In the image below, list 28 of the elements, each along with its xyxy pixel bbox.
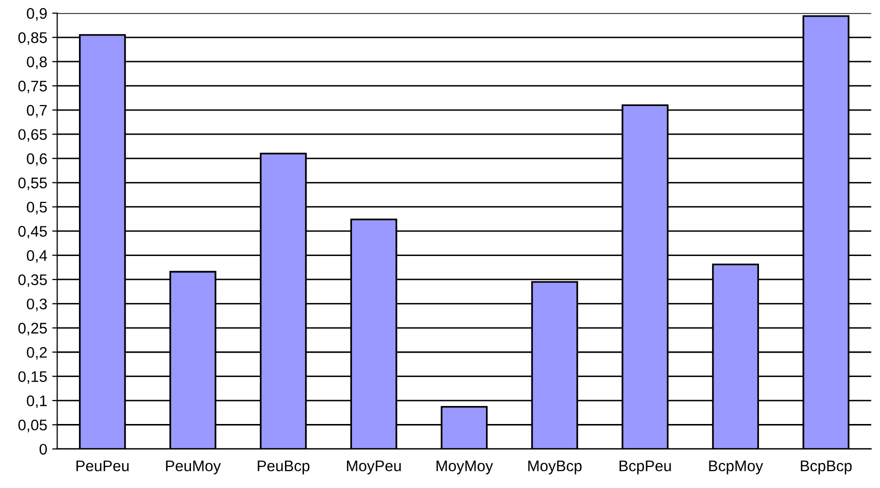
y-tick-label: 0,1 — [26, 395, 47, 408]
y-tick-label: 0 — [40, 444, 47, 455]
x-tick-label: PeuBcp — [258, 460, 310, 474]
y-tick-label: 0,9 — [26, 8, 47, 21]
y-tick-label: 0,25 — [18, 322, 47, 336]
y-tick-label: 0,75 — [18, 80, 47, 94]
y-tick-label: 0,35 — [18, 274, 47, 287]
x-tick-label: PeuPeu — [76, 460, 129, 472]
y-tick-label: 0,15 — [18, 371, 47, 384]
y-tick-label: 0,5 — [26, 202, 47, 214]
x-tick-label: MoyMoy — [436, 460, 494, 474]
y-tick-label: 0,8 — [26, 56, 47, 70]
y-tick-label: 0,7 — [26, 104, 47, 118]
y-tick-label: 0,6 — [26, 153, 47, 166]
y-tick-label: 0,55 — [18, 178, 47, 190]
x-tick-label: MoyBcp — [528, 460, 582, 474]
y-tick-label: 0,85 — [18, 32, 47, 45]
x-tick-label: BcpMoy — [709, 460, 764, 474]
y-tick-label: 0,65 — [18, 129, 47, 142]
x-tick-label: MoyPeu — [346, 460, 401, 474]
y-tick-label: 0,45 — [18, 226, 47, 239]
x-tick-label: PeuMoy — [166, 460, 221, 474]
y-tick-label: 0,4 — [26, 250, 48, 263]
y-tick-label: 0,3 — [26, 298, 47, 312]
y-tick-label: 0,2 — [26, 346, 47, 360]
x-tick-label: BcpPeu — [620, 460, 671, 474]
x-tick-label: BcpBcp — [800, 460, 852, 474]
y-tick-label: 0,05 — [18, 420, 47, 432]
